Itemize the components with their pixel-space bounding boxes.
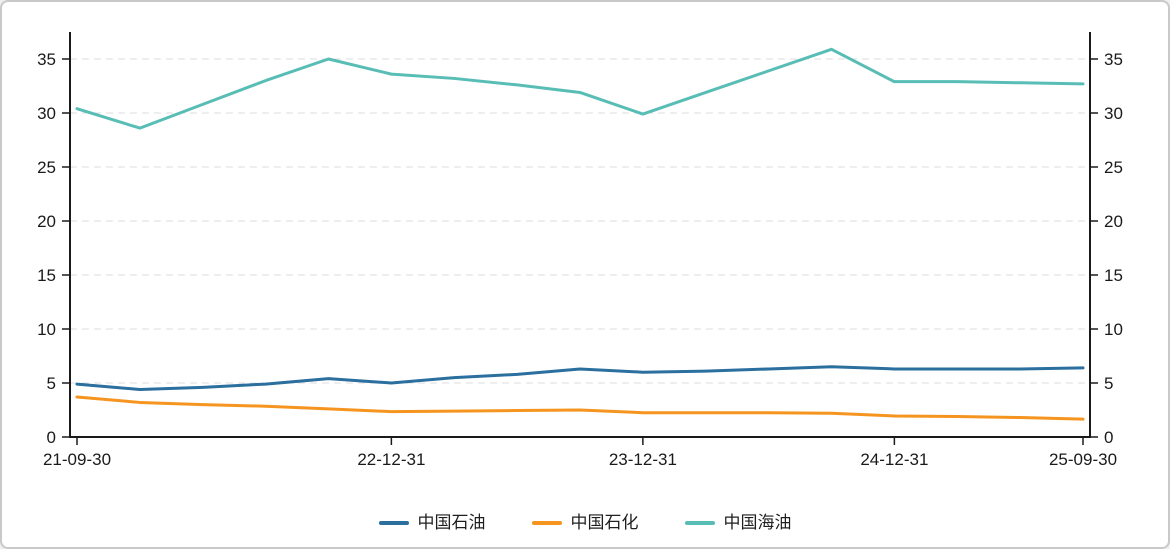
legend-line-swatch-cnooc (684, 520, 715, 525)
tick-marks (62, 58, 1098, 445)
svg-text:25: 25 (1104, 158, 1123, 177)
series-line-1 (75, 395, 1085, 421)
svg-text:30: 30 (1104, 104, 1123, 123)
svg-text:10: 10 (37, 320, 56, 339)
svg-text:21-09-30: 21-09-30 (43, 450, 111, 469)
legend-item-petrochina[interactable]: 中国石油 (378, 513, 486, 532)
svg-text:20: 20 (37, 212, 56, 231)
legend-label-cnooc: 中国海油 (723, 513, 792, 532)
y-gridlines (70, 58, 1090, 384)
svg-text:5: 5 (47, 374, 56, 393)
svg-text:15: 15 (1104, 266, 1123, 285)
svg-text:20: 20 (1104, 212, 1123, 231)
legend-item-sinopec[interactable]: 中国石化 (531, 513, 639, 532)
series-line-2 (75, 47, 1085, 130)
svg-text:0: 0 (47, 428, 56, 447)
svg-text:24-12-31: 24-12-31 (860, 450, 928, 469)
legend-line-swatch-petrochina (378, 520, 409, 525)
svg-text:35: 35 (37, 50, 56, 69)
svg-text:25: 25 (37, 158, 56, 177)
svg-text:15: 15 (37, 266, 56, 285)
legend-label-sinopec: 中国石化 (570, 513, 639, 532)
axes (69, 32, 1091, 438)
svg-text:10: 10 (1104, 320, 1123, 339)
svg-text:5: 5 (1104, 374, 1113, 393)
svg-text:0: 0 (1104, 428, 1113, 447)
x-axis-labels: 21-09-30 22-12-31 23-12-31 24-12-31 25-09-30 (43, 450, 1117, 469)
svg-text:35: 35 (1104, 50, 1123, 69)
legend-line-swatch-sinopec (531, 520, 562, 525)
svg-text:22-12-31: 22-12-31 (357, 450, 425, 469)
svg-text:23-12-31: 23-12-31 (609, 450, 677, 469)
svg-text:25-09-30: 25-09-30 (1049, 450, 1117, 469)
y-axis-labels: 0 0 5 5 10 10 15 15 20 20 25 25 30 30 35 35 (37, 50, 1123, 447)
legend-label-petrochina: 中国石油 (417, 513, 486, 532)
svg-text:30: 30 (37, 104, 56, 123)
chart-legend: 中国石油 中国石化 中国海油 (2, 514, 1168, 531)
series-line-0 (75, 365, 1085, 391)
legend-item-cnooc[interactable]: 中国海油 (684, 513, 792, 532)
